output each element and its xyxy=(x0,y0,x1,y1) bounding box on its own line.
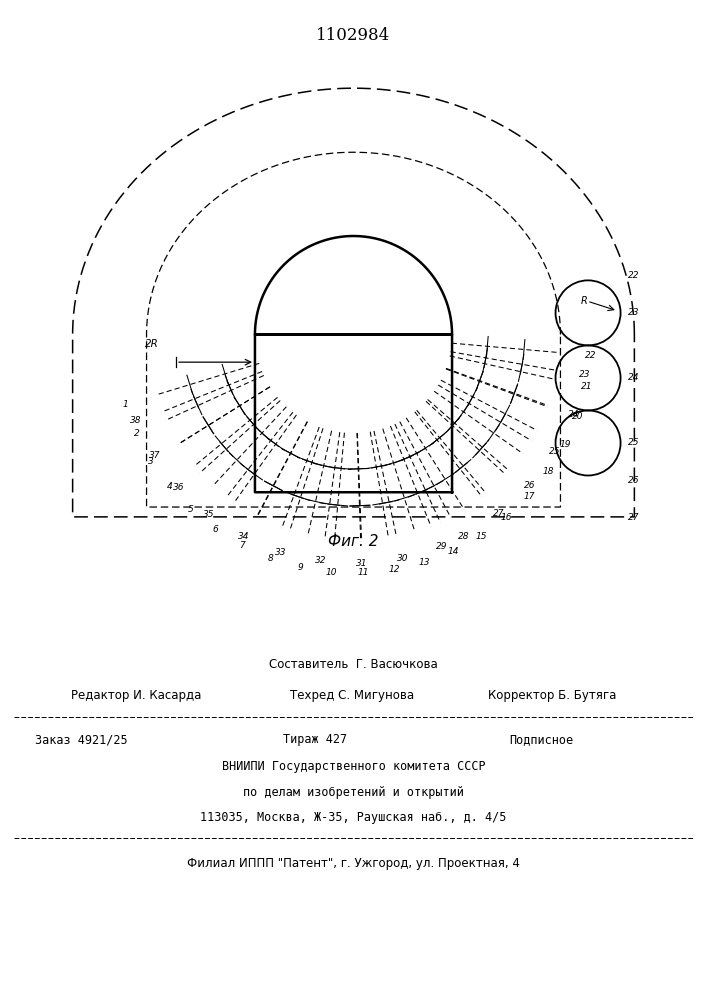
Text: 16: 16 xyxy=(501,513,512,522)
Text: Фиг. 2: Фиг. 2 xyxy=(328,534,379,549)
Text: 18: 18 xyxy=(543,467,554,476)
Text: Техред С. Мигунова: Техред С. Мигунова xyxy=(290,689,414,702)
Text: 32: 32 xyxy=(315,556,327,565)
Text: 11: 11 xyxy=(357,568,368,577)
Text: 23: 23 xyxy=(579,370,590,379)
Text: Заказ 4921/25: Заказ 4921/25 xyxy=(35,733,128,746)
Text: 21: 21 xyxy=(580,382,592,391)
Text: 12: 12 xyxy=(388,565,399,574)
Text: 37: 37 xyxy=(149,451,160,460)
Text: 26: 26 xyxy=(629,476,640,485)
Text: 8: 8 xyxy=(268,554,274,563)
Text: 20: 20 xyxy=(572,412,583,421)
Text: 10: 10 xyxy=(326,568,337,577)
Text: 22: 22 xyxy=(585,351,597,360)
Text: 30: 30 xyxy=(397,554,408,563)
Text: 7: 7 xyxy=(239,541,245,550)
Text: 27: 27 xyxy=(629,513,640,522)
Text: 26: 26 xyxy=(524,481,536,490)
Text: Филиал ИППП "Патент", г. Ужгород, ул. Проектная, 4: Филиал ИППП "Патент", г. Ужгород, ул. Пр… xyxy=(187,857,520,870)
Text: 33: 33 xyxy=(275,548,287,557)
Text: 31: 31 xyxy=(356,559,368,568)
Text: 9: 9 xyxy=(298,563,303,572)
Text: 1102984: 1102984 xyxy=(316,26,391,43)
Text: Корректор Б. Бутяга: Корректор Б. Бутяга xyxy=(488,689,617,702)
Text: 27: 27 xyxy=(493,509,505,518)
Text: 24: 24 xyxy=(629,373,640,382)
Text: 28: 28 xyxy=(458,532,469,541)
Text: 25: 25 xyxy=(549,447,561,456)
Text: 34: 34 xyxy=(238,532,249,541)
Text: R: R xyxy=(580,296,588,306)
Text: 17: 17 xyxy=(523,492,534,501)
Text: ВНИИПИ Государственного комитета СССР: ВНИИПИ Государственного комитета СССР xyxy=(222,760,485,773)
Text: по делам изобретений и открытий: по делам изобретений и открытий xyxy=(243,786,464,799)
Text: 3: 3 xyxy=(148,457,154,466)
Text: 24: 24 xyxy=(568,410,579,419)
Text: 23: 23 xyxy=(629,308,640,317)
Text: 25: 25 xyxy=(629,438,640,447)
Text: Тираж 427: Тираж 427 xyxy=(283,733,347,746)
Text: 5: 5 xyxy=(188,505,194,514)
Text: Редактор И. Касарда: Редактор И. Касарда xyxy=(71,689,201,702)
Text: 1: 1 xyxy=(122,400,128,409)
Text: 36: 36 xyxy=(173,483,185,492)
Text: Подписное: Подписное xyxy=(509,733,573,746)
Text: 29: 29 xyxy=(436,542,447,551)
Text: 13: 13 xyxy=(419,558,430,567)
Text: 22: 22 xyxy=(629,271,640,280)
Text: 38: 38 xyxy=(130,416,142,425)
Text: 4: 4 xyxy=(167,482,173,491)
Text: 2: 2 xyxy=(134,429,139,438)
Text: 113035, Москва, Ж-35, Раушская наб., д. 4/5: 113035, Москва, Ж-35, Раушская наб., д. … xyxy=(200,811,507,824)
Text: 14: 14 xyxy=(448,547,460,556)
Text: 35: 35 xyxy=(204,510,215,519)
Text: Составитель  Г. Васючкова: Составитель Г. Васючкова xyxy=(269,658,438,670)
Text: 19: 19 xyxy=(559,440,571,449)
Text: 6: 6 xyxy=(213,525,218,534)
Text: 2R: 2R xyxy=(144,339,158,349)
Text: 15: 15 xyxy=(475,532,487,541)
